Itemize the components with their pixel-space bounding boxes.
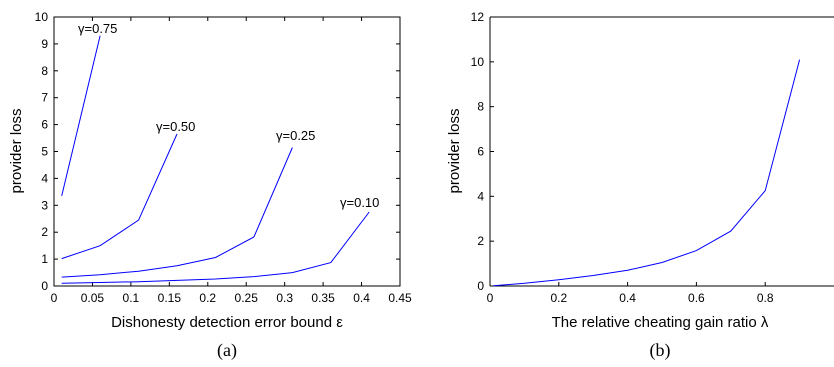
y-tick-label: 2: [477, 234, 484, 248]
x-tick-label: 0.4: [619, 291, 636, 305]
x-tick-label: 0.8: [757, 291, 774, 305]
series-line: [61, 133, 178, 260]
x-tick-label: 0.4: [353, 291, 370, 305]
y-tick-label: 2: [41, 225, 48, 239]
y-tick-label: 5: [41, 145, 48, 159]
y-tick-label: 10: [471, 55, 485, 69]
y-tick-label: 10: [35, 10, 49, 24]
x-tick-label: 0.05: [81, 291, 105, 305]
x-tick-label: 0: [51, 291, 58, 305]
x-tick-label: 0.15: [158, 291, 182, 305]
chart-a-series: γ=0.75 γ=0.50 γ=0.25 γ=0.10: [61, 21, 379, 284]
x-tick-label: 0.35: [311, 291, 335, 305]
x-tick-label: 0.6: [688, 291, 705, 305]
y-tick-label: 3: [41, 198, 48, 212]
chart-b: 0 0.2 0.4 0.6 0.8 0 2 4 6 8 10 12 The relative che…: [446, 10, 834, 361]
x-tick-label: 0.45: [388, 291, 412, 305]
y-tick-label: 6: [477, 145, 484, 159]
chart-a: 0 0.05 0.1 0.15 0.2 0.25 0.3 0.35 0.4 0.45 0 1 2 3 4 5…: [8, 10, 412, 361]
series-line: [61, 147, 293, 278]
chart-a-x-ticks: 0 0.05 0.1 0.15 0.2 0.25 0.3 0.35 0.4 0.45: [51, 17, 412, 305]
y-tick-label: 12: [471, 10, 485, 24]
x-tick-label: 0.25: [235, 291, 259, 305]
y-tick-label: 4: [477, 189, 484, 203]
series-label: γ=0.10: [340, 195, 379, 210]
chart-a-x-axis-label: Dishonesty detection error bound ε: [111, 314, 343, 331]
y-tick-label: 8: [477, 100, 484, 114]
series-label: γ=0.75: [78, 21, 117, 36]
series-label: γ=0.25: [276, 128, 315, 143]
x-tick-label: 0.3: [276, 291, 293, 305]
chart-b-series: [493, 59, 801, 287]
x-tick-label: 0.2: [199, 291, 216, 305]
chart-a-y-ticks: 0 1 2 3 4 5 6 7 8 9 10: [35, 10, 400, 293]
y-tick-label: 6: [41, 118, 48, 132]
y-tick-label: 7: [41, 91, 48, 105]
y-tick-label: 9: [41, 37, 48, 51]
series-label: γ=0.50: [156, 119, 195, 134]
x-tick-label: 0.1: [123, 291, 140, 305]
chart-b-caption: (b): [650, 340, 671, 361]
series-line: [61, 211, 370, 284]
series-line: [61, 35, 101, 197]
y-tick-label: 1: [41, 252, 48, 266]
chart-a-plot-area: [53, 16, 401, 287]
chart-b-x-ticks: 0 0.2 0.4 0.6 0.8: [487, 282, 774, 305]
y-tick-label: 4: [41, 171, 48, 185]
x-tick-label: 0: [487, 291, 494, 305]
y-tick-label: 8: [41, 64, 48, 78]
chart-a-caption: (a): [217, 340, 237, 361]
series-line: [493, 59, 801, 287]
chart-b-x-axis-label: The relative cheating gain ratio λ: [552, 314, 769, 331]
y-tick-label: 0: [41, 279, 48, 293]
chart-a-y-axis-label: provider loss: [8, 108, 25, 193]
x-tick-label: 0.2: [550, 291, 567, 305]
chart-b-y-ticks: 0 2 4 6 8 10 12: [471, 10, 494, 293]
chart-b-y-axis-label: provider loss: [446, 108, 463, 193]
y-tick-label: 0: [477, 279, 484, 293]
